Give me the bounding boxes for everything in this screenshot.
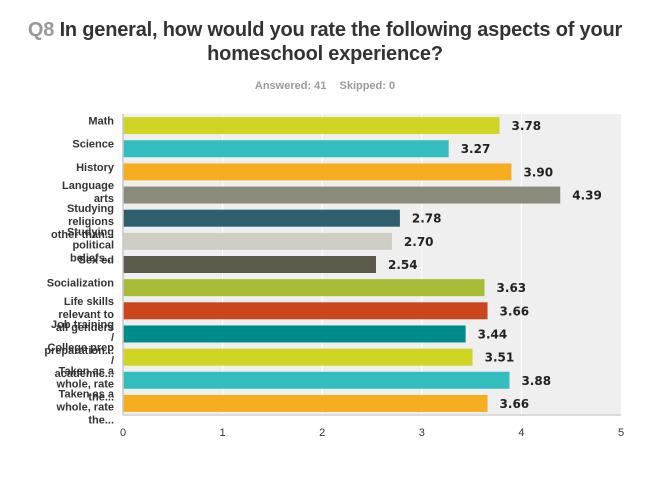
skipped-count: Skipped: 0 bbox=[339, 80, 396, 92]
category-label: Science bbox=[72, 139, 114, 151]
category-label: College prep / academic... bbox=[47, 342, 114, 380]
bar bbox=[123, 325, 466, 343]
bar bbox=[123, 232, 392, 250]
x-tick-label: 4 bbox=[518, 427, 524, 439]
value-label: 4.39 bbox=[572, 189, 602, 203]
question-text: In general, how would you rate the follo… bbox=[59, 19, 623, 65]
bar bbox=[123, 117, 500, 135]
value-label: 3.63 bbox=[497, 281, 527, 295]
x-tick-label: 3 bbox=[419, 427, 425, 439]
value-label: 2.54 bbox=[388, 258, 418, 272]
value-label: 3.51 bbox=[485, 351, 515, 365]
value-label: 3.78 bbox=[511, 119, 541, 133]
response-stats: Answered: 41 Skipped: 0 bbox=[0, 80, 650, 92]
category-label: Taken as a whole, rate the... bbox=[56, 388, 115, 426]
bars bbox=[123, 117, 561, 412]
value-label: 3.44 bbox=[478, 327, 508, 341]
category-label: Math bbox=[88, 116, 114, 128]
value-label: 3.90 bbox=[523, 165, 553, 179]
tick-labels: 0 1 2 3 4 5 bbox=[120, 427, 624, 439]
bar bbox=[123, 279, 485, 297]
x-tick-label: 2 bbox=[319, 427, 325, 439]
bar bbox=[123, 256, 376, 273]
value-label: 2.78 bbox=[412, 212, 442, 226]
x-tick-label: 1 bbox=[220, 427, 226, 439]
bar bbox=[123, 371, 510, 389]
category-label: Studying political beliefs... bbox=[67, 226, 114, 264]
value-label: 3.66 bbox=[500, 397, 530, 411]
answered-count: Answered: 41 bbox=[254, 80, 327, 92]
bar bbox=[123, 348, 473, 366]
question-number: Q8 bbox=[27, 19, 55, 41]
category-label: Sex ed bbox=[79, 255, 114, 267]
value-label: 3.88 bbox=[521, 374, 551, 388]
x-tick-label: 0 bbox=[120, 427, 126, 439]
value-label: 2.70 bbox=[404, 235, 434, 249]
value-label: 3.27 bbox=[461, 142, 491, 156]
bar bbox=[123, 163, 512, 181]
category-label: History bbox=[76, 162, 115, 174]
bar bbox=[123, 140, 449, 158]
category-label: Taken as a whole, rate the... bbox=[56, 365, 115, 403]
bar bbox=[123, 302, 488, 320]
axis bbox=[122, 114, 621, 416]
bar bbox=[123, 394, 488, 412]
category-label: Socialization bbox=[47, 278, 115, 290]
bar bbox=[123, 186, 561, 204]
category-label: Job training / preparation... bbox=[44, 319, 114, 357]
x-tick-label: 5 bbox=[618, 427, 624, 439]
value-labels: 3.78 3.27 3.90 4.39 2.78 2.70 2.54 3.63 3.66 3.44… bbox=[388, 119, 602, 411]
category-label: Studying religions other than... bbox=[51, 203, 114, 241]
category-label: Language arts bbox=[62, 180, 114, 205]
category-label: Life skills relevant to all genders bbox=[56, 296, 114, 334]
value-label: 3.66 bbox=[500, 304, 530, 318]
question-title: Q8 In general, how would you rate the fo… bbox=[0, 18, 650, 66]
bar bbox=[123, 209, 400, 227]
